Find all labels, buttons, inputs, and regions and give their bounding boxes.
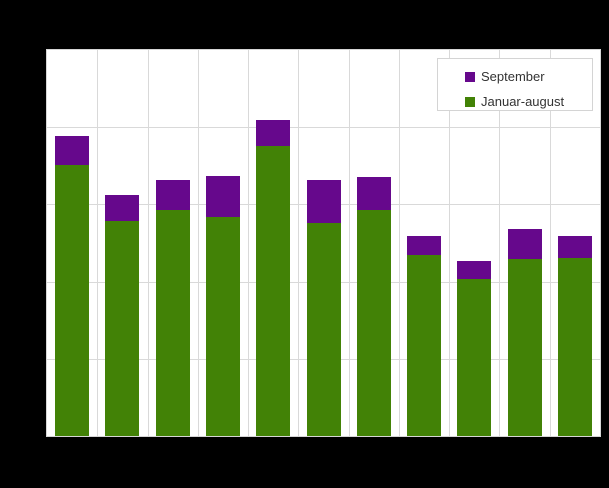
bar-segment-september[interactable] — [105, 195, 140, 222]
bar-segment-september[interactable] — [356, 177, 391, 210]
vertical-gridline — [398, 50, 400, 436]
legend-swatch-icon — [465, 71, 475, 82]
bar-segment-september[interactable] — [205, 175, 240, 217]
bar-segment-september[interactable] — [306, 180, 341, 223]
bar-segment-januar-august[interactable] — [407, 255, 442, 436]
bar-segment-september[interactable] — [557, 236, 592, 258]
plot-area: September Januar-august — [46, 49, 601, 437]
bar-segment-januar-august[interactable] — [105, 221, 140, 436]
vertical-gridline — [248, 50, 250, 436]
bar-segment-januar-august[interactable] — [457, 278, 492, 436]
bar-segment-januar-august[interactable] — [306, 222, 341, 436]
vertical-gridline — [147, 50, 149, 436]
bar-segment-januar-august[interactable] — [256, 145, 291, 436]
vertical-gridline — [97, 50, 99, 436]
bar-segment-september[interactable] — [407, 236, 442, 256]
bar-segment-januar-august[interactable] — [55, 165, 90, 436]
bar-segment-september[interactable] — [55, 135, 90, 166]
legend-label: Januar-august — [481, 94, 565, 109]
bar-segment-januar-august[interactable] — [507, 259, 542, 436]
vertical-gridline — [298, 50, 300, 436]
vertical-gridline — [197, 50, 199, 436]
bar-segment-januar-august[interactable] — [557, 257, 592, 436]
legend-swatch-icon — [465, 96, 475, 107]
bar-segment-september[interactable] — [155, 180, 190, 210]
bar-segment-januar-august[interactable] — [155, 209, 190, 436]
bar-segment-januar-august[interactable] — [356, 209, 391, 436]
vertical-gridline — [499, 50, 501, 436]
bar-segment-september[interactable] — [507, 229, 542, 260]
horizontal-gridline — [47, 127, 600, 129]
vertical-gridline — [449, 50, 451, 436]
legend-label: September — [481, 69, 545, 84]
bar-segment-september[interactable] — [256, 120, 291, 146]
legend: September Januar-august — [437, 58, 593, 111]
vertical-gridline — [348, 50, 350, 436]
legend-item-januar-august[interactable]: Januar-august — [465, 89, 592, 114]
legend-item-september[interactable]: September — [465, 64, 592, 89]
vertical-gridline — [549, 50, 551, 436]
bar-segment-september[interactable] — [457, 260, 492, 279]
bar-segment-januar-august[interactable] — [205, 216, 240, 436]
